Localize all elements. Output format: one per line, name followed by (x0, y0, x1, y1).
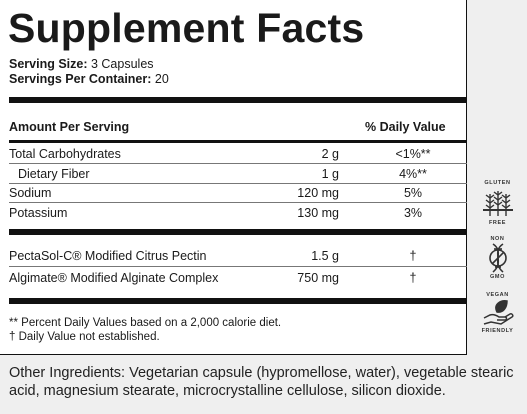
nutrient-daily-value: <1%** (395, 147, 431, 161)
amount-per-serving-header: Amount Per Serving (9, 120, 130, 134)
serving-size-label: Serving Size: (9, 57, 88, 71)
non-gmo-badge-top: NON (490, 236, 505, 242)
row-divider (9, 163, 467, 164)
vegan-friendly-badge-bottom: FRIENDLY (481, 328, 514, 334)
active-ingredient-name: Algimate® Modified Alginate Complex (9, 271, 219, 285)
panel-title: Supplement Facts (8, 5, 365, 51)
gluten-free-badge: GLUTEN FREE (470, 180, 525, 226)
servings-per-container-label: Servings Per Container: (9, 72, 152, 86)
active-ingredient-amount: 750 mg (297, 271, 339, 285)
non-gmo-badge: NON GMO (470, 236, 525, 280)
wheat-icon (482, 191, 513, 216)
gluten-free-badge-top: GLUTEN (484, 180, 511, 186)
non-gmo-badge-bottom: GMO (490, 274, 505, 280)
nutrient-daily-value: 5% (403, 186, 423, 200)
row-divider (9, 202, 467, 203)
nutrient-amount: 2 g (321, 147, 339, 161)
nutrient-daily-value: 4%** (399, 167, 427, 181)
header-divider (9, 140, 467, 143)
serving-size: Serving Size: 3 Capsules (9, 57, 154, 72)
nutrient-daily-value: 3% (403, 206, 423, 220)
nutrient-name: Potassium (9, 206, 68, 220)
active-ingredient-name: PectaSol-C® Modified Citrus Pectin (9, 249, 207, 263)
footnote-percent-dv: ** Percent Daily Values based on a 2,000… (9, 317, 282, 329)
other-ingredients-text: Vegetarian capsule (hypromellose, water)… (9, 365, 514, 399)
vegan-friendly-badge: VEGAN FRIENDLY (470, 292, 525, 334)
other-ingredients-label: Other Ingredients: (9, 365, 126, 381)
servings-per-container-value: 20 (154, 72, 169, 86)
daily-value-header: % Daily Value (365, 120, 446, 134)
nutrient-name: Dietary Fiber (18, 167, 90, 181)
serving-size-value: 3 Capsules (90, 57, 154, 71)
supplement-facts-panel: Supplement Facts Serving Size: 3 Capsule… (0, 0, 467, 355)
thick-divider (9, 97, 467, 103)
active-ingredient-daily-value: † (409, 271, 417, 285)
thick-divider (9, 229, 467, 235)
servings-per-container: Servings Per Container: 20 (9, 72, 169, 87)
footnote-dv-not-established: † Daily Value not established. (9, 331, 160, 343)
vegan-friendly-badge-top: VEGAN (486, 292, 509, 298)
row-divider (9, 183, 467, 184)
other-ingredients: Other Ingredients: Vegetarian capsule (h… (9, 365, 524, 400)
nutrient-amount: 130 mg (297, 206, 339, 220)
active-ingredient-amount: 1.5 g (311, 249, 339, 263)
row-divider (9, 266, 467, 267)
nutrient-name: Sodium (9, 186, 52, 200)
nutrient-name: Total Carbohydrates (9, 147, 121, 161)
thick-divider (9, 298, 467, 304)
nutrient-amount: 120 mg (297, 186, 339, 200)
nutrient-amount: 1 g (321, 167, 339, 181)
active-ingredient-daily-value: † (409, 249, 417, 263)
gluten-free-badge-bottom: FREE (488, 220, 507, 226)
dna-icon (488, 243, 507, 273)
hand-leaf-icon (483, 300, 514, 325)
